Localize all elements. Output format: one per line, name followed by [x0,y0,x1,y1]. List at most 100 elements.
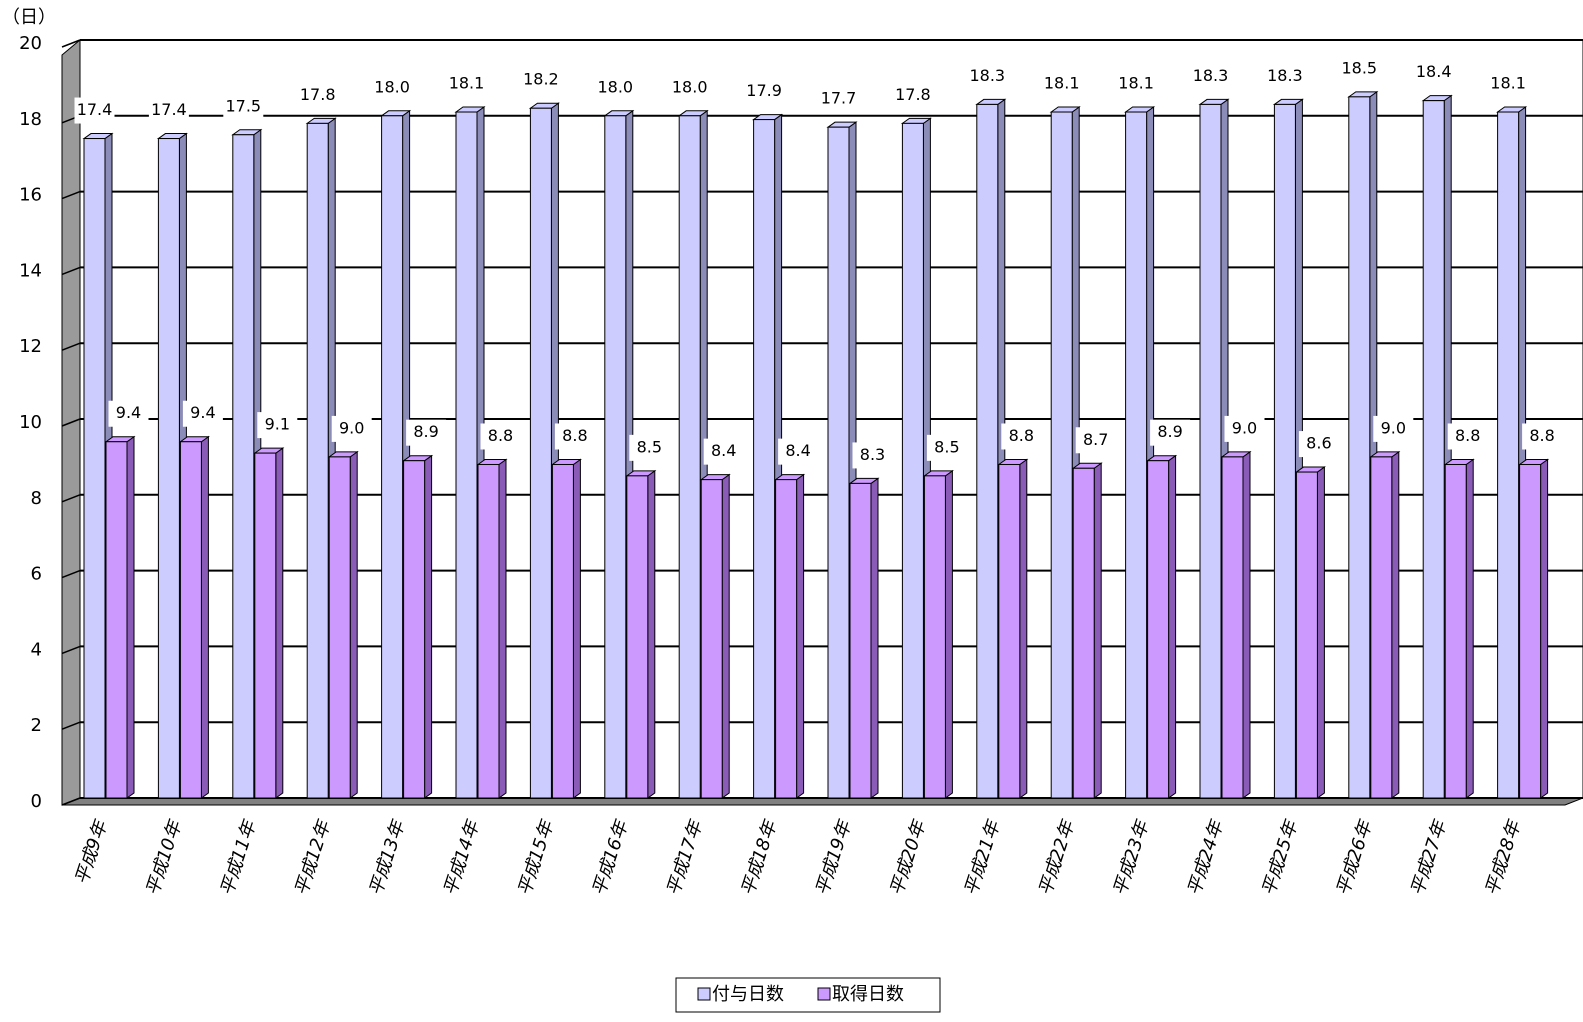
value-label: 8.8 [1009,426,1034,445]
y-tick-label: 18 [19,109,42,130]
bar [1348,96,1371,799]
value-label-bg [1224,415,1265,442]
y-tick-label: 2 [31,715,42,736]
bar-side [1465,458,1474,799]
bar [551,463,574,799]
value-label: 9.4 [116,403,141,422]
value-label: 18.1 [1490,74,1526,93]
value-label-bg [446,71,487,98]
x-tick-label: 平成18年 [737,817,781,899]
x-tick-label: 平成11年 [217,817,261,899]
x-tick-label: 平成21年 [961,817,1005,899]
value-label: 9.0 [1381,418,1406,437]
value-label: 9.0 [339,418,364,437]
grid-line-wall [61,342,81,351]
x-tick-label: 平成14年 [440,817,484,899]
x-tick-label: 平成9年 [71,817,112,888]
bar [83,138,106,799]
bar [700,479,723,799]
grid-line-wall [61,418,81,427]
x-tick-label: 平成13年 [365,817,409,899]
x-tick-label: 平成25年 [1258,817,1302,899]
grid-line-wall [61,494,81,503]
value-label-bg [520,67,561,94]
bar [998,463,1021,799]
value-label: 18.0 [374,77,410,96]
value-label-bg [629,434,670,461]
grid-line-wall [61,797,81,806]
value-label: 18.3 [969,66,1005,85]
bar [1199,103,1222,799]
value-label-bg [1150,419,1191,446]
bar [1221,456,1244,799]
bar-side [424,454,433,799]
value-label-bg [223,93,264,120]
value-label: 9.0 [1232,418,1257,437]
bar [827,126,850,799]
value-label-bg [1190,63,1231,90]
x-tick-label: 平成17年 [663,817,707,899]
grid-line-wall [61,266,81,276]
bar [626,475,649,799]
value-label-bg [480,423,521,450]
bar-side [870,477,879,799]
legend-label: 付与日数 [712,984,784,1005]
bar-side [1540,458,1549,799]
value-label: 18.5 [1341,58,1377,77]
bar [678,115,701,799]
grid-line-wall [61,721,81,730]
value-label-bg [1339,55,1380,82]
value-label-bg [1413,59,1454,86]
bar [753,119,776,799]
bar [1072,467,1095,799]
bar-side [647,469,656,799]
value-label-bg [669,74,710,101]
value-label: 9.4 [190,403,215,422]
value-label: 18.3 [1193,66,1229,85]
x-tick-label: 平成15年 [514,817,558,899]
y-tick-label: 16 [19,185,42,206]
value-label-bg [1522,423,1563,450]
bar [306,122,329,799]
grid-line-wall [61,39,81,48]
value-label: 8.4 [711,441,736,460]
value-label: 8.7 [1083,430,1108,449]
value-label-bg [703,438,744,465]
value-label: 18.2 [523,70,559,89]
value-label-bg [148,97,189,124]
bar [1295,471,1318,799]
bar [1422,100,1445,799]
floor [61,797,1583,806]
value-label: 8.8 [488,426,513,445]
y-tick-label: 20 [19,33,42,54]
x-tick-label: 平成24年 [1184,817,1228,899]
x-tick-label: 平成10年 [142,817,186,899]
value-label-bg [1001,423,1042,450]
bar [901,122,924,799]
value-label: 8.3 [860,445,885,464]
value-label: 17.8 [895,85,931,104]
value-label-bg [554,423,595,450]
value-label: 17.4 [77,100,113,119]
bar [1050,111,1073,799]
bar-side [200,435,209,799]
value-label-bg [1373,415,1414,442]
x-tick-label: 平成28年 [1481,817,1525,899]
bar [477,463,500,799]
value-label: 18.0 [597,77,633,96]
bar [232,134,255,799]
bar-side [1316,466,1325,799]
bar-side [275,447,284,799]
value-label-bg [182,400,223,427]
bar [775,479,798,799]
value-label-bg [926,434,967,461]
bar [328,456,351,799]
value-label: 8.4 [785,441,810,460]
value-label-bg [1116,71,1157,98]
x-tick-label: 平成19年 [812,817,856,899]
bar-side [1242,450,1251,799]
y-tick-label: 8 [31,488,42,509]
y-tick-label: 14 [19,260,42,281]
y-tick-label: 10 [19,412,42,433]
